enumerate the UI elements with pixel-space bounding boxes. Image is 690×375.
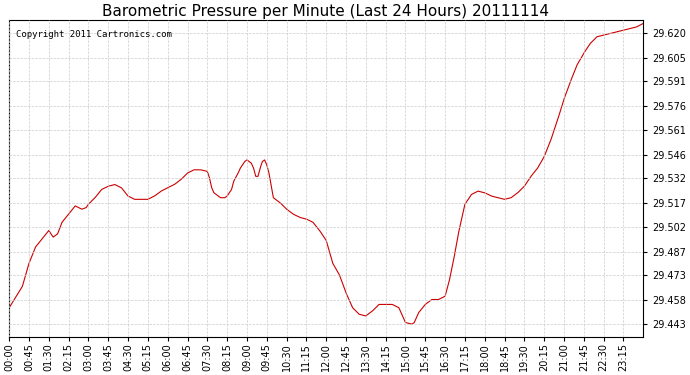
- Title: Barometric Pressure per Minute (Last 24 Hours) 20111114: Barometric Pressure per Minute (Last 24 …: [103, 4, 549, 19]
- Text: Copyright 2011 Cartronics.com: Copyright 2011 Cartronics.com: [15, 30, 171, 39]
